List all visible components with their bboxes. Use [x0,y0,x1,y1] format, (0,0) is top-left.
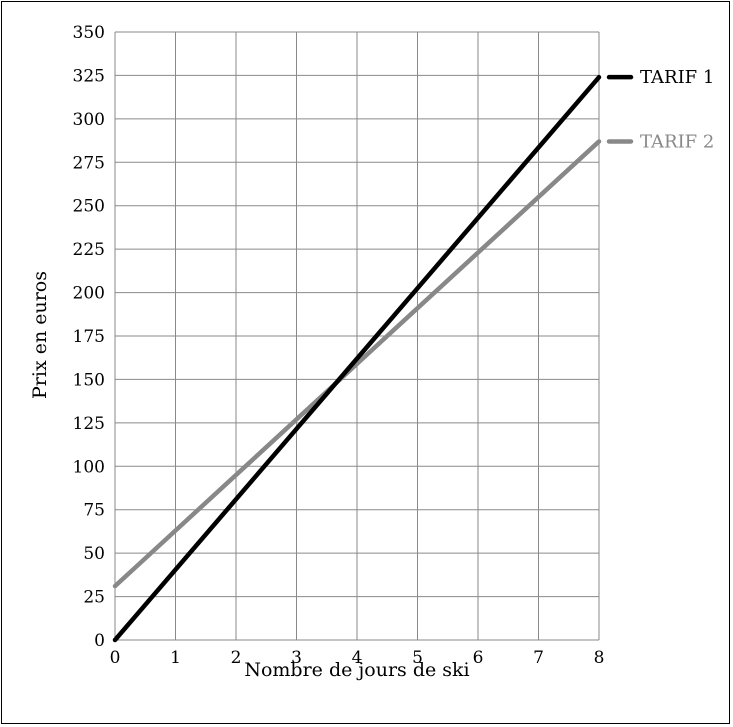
y-tick-label: 300 [73,110,105,130]
grid [115,32,599,640]
y-axis-title: Prix en euros [29,271,51,399]
y-tick-label: 100 [73,457,105,477]
y-tick-label: 175 [73,327,105,347]
x-tick-label: 1 [170,648,181,668]
y-tick-label: 50 [83,544,105,564]
x-axis-title: Nombre de jours de ski [244,659,469,681]
y-tick-label: 75 [83,501,105,521]
y-tick-label: 225 [73,240,105,260]
y-tick-label: 250 [73,197,105,217]
x-tick-label: 6 [473,648,484,668]
y-tick-label: 275 [73,153,105,173]
y-axis-ticks: 0 25 50 75 100 125 150 175 200 225 250 275 300 325 350 [73,23,105,651]
y-tick-label: 325 [73,66,105,86]
y-tick-label: 125 [73,414,105,434]
y-tick-label: 25 [83,588,105,608]
y-tick-label: 350 [73,23,105,43]
legend-label: TARIF 2 [640,131,714,152]
y-tick-label: 0 [94,631,105,651]
y-tick-label: 150 [73,370,105,390]
x-tick-label: 0 [110,648,121,668]
legend-label: TARIF 1 [640,67,714,88]
y-tick-label: 200 [73,284,105,304]
x-tick-label: 2 [231,648,242,668]
legend: TARIF 1 TARIF 2 [609,67,714,152]
x-tick-label: 8 [594,648,605,668]
x-tick-label: 7 [533,648,544,668]
